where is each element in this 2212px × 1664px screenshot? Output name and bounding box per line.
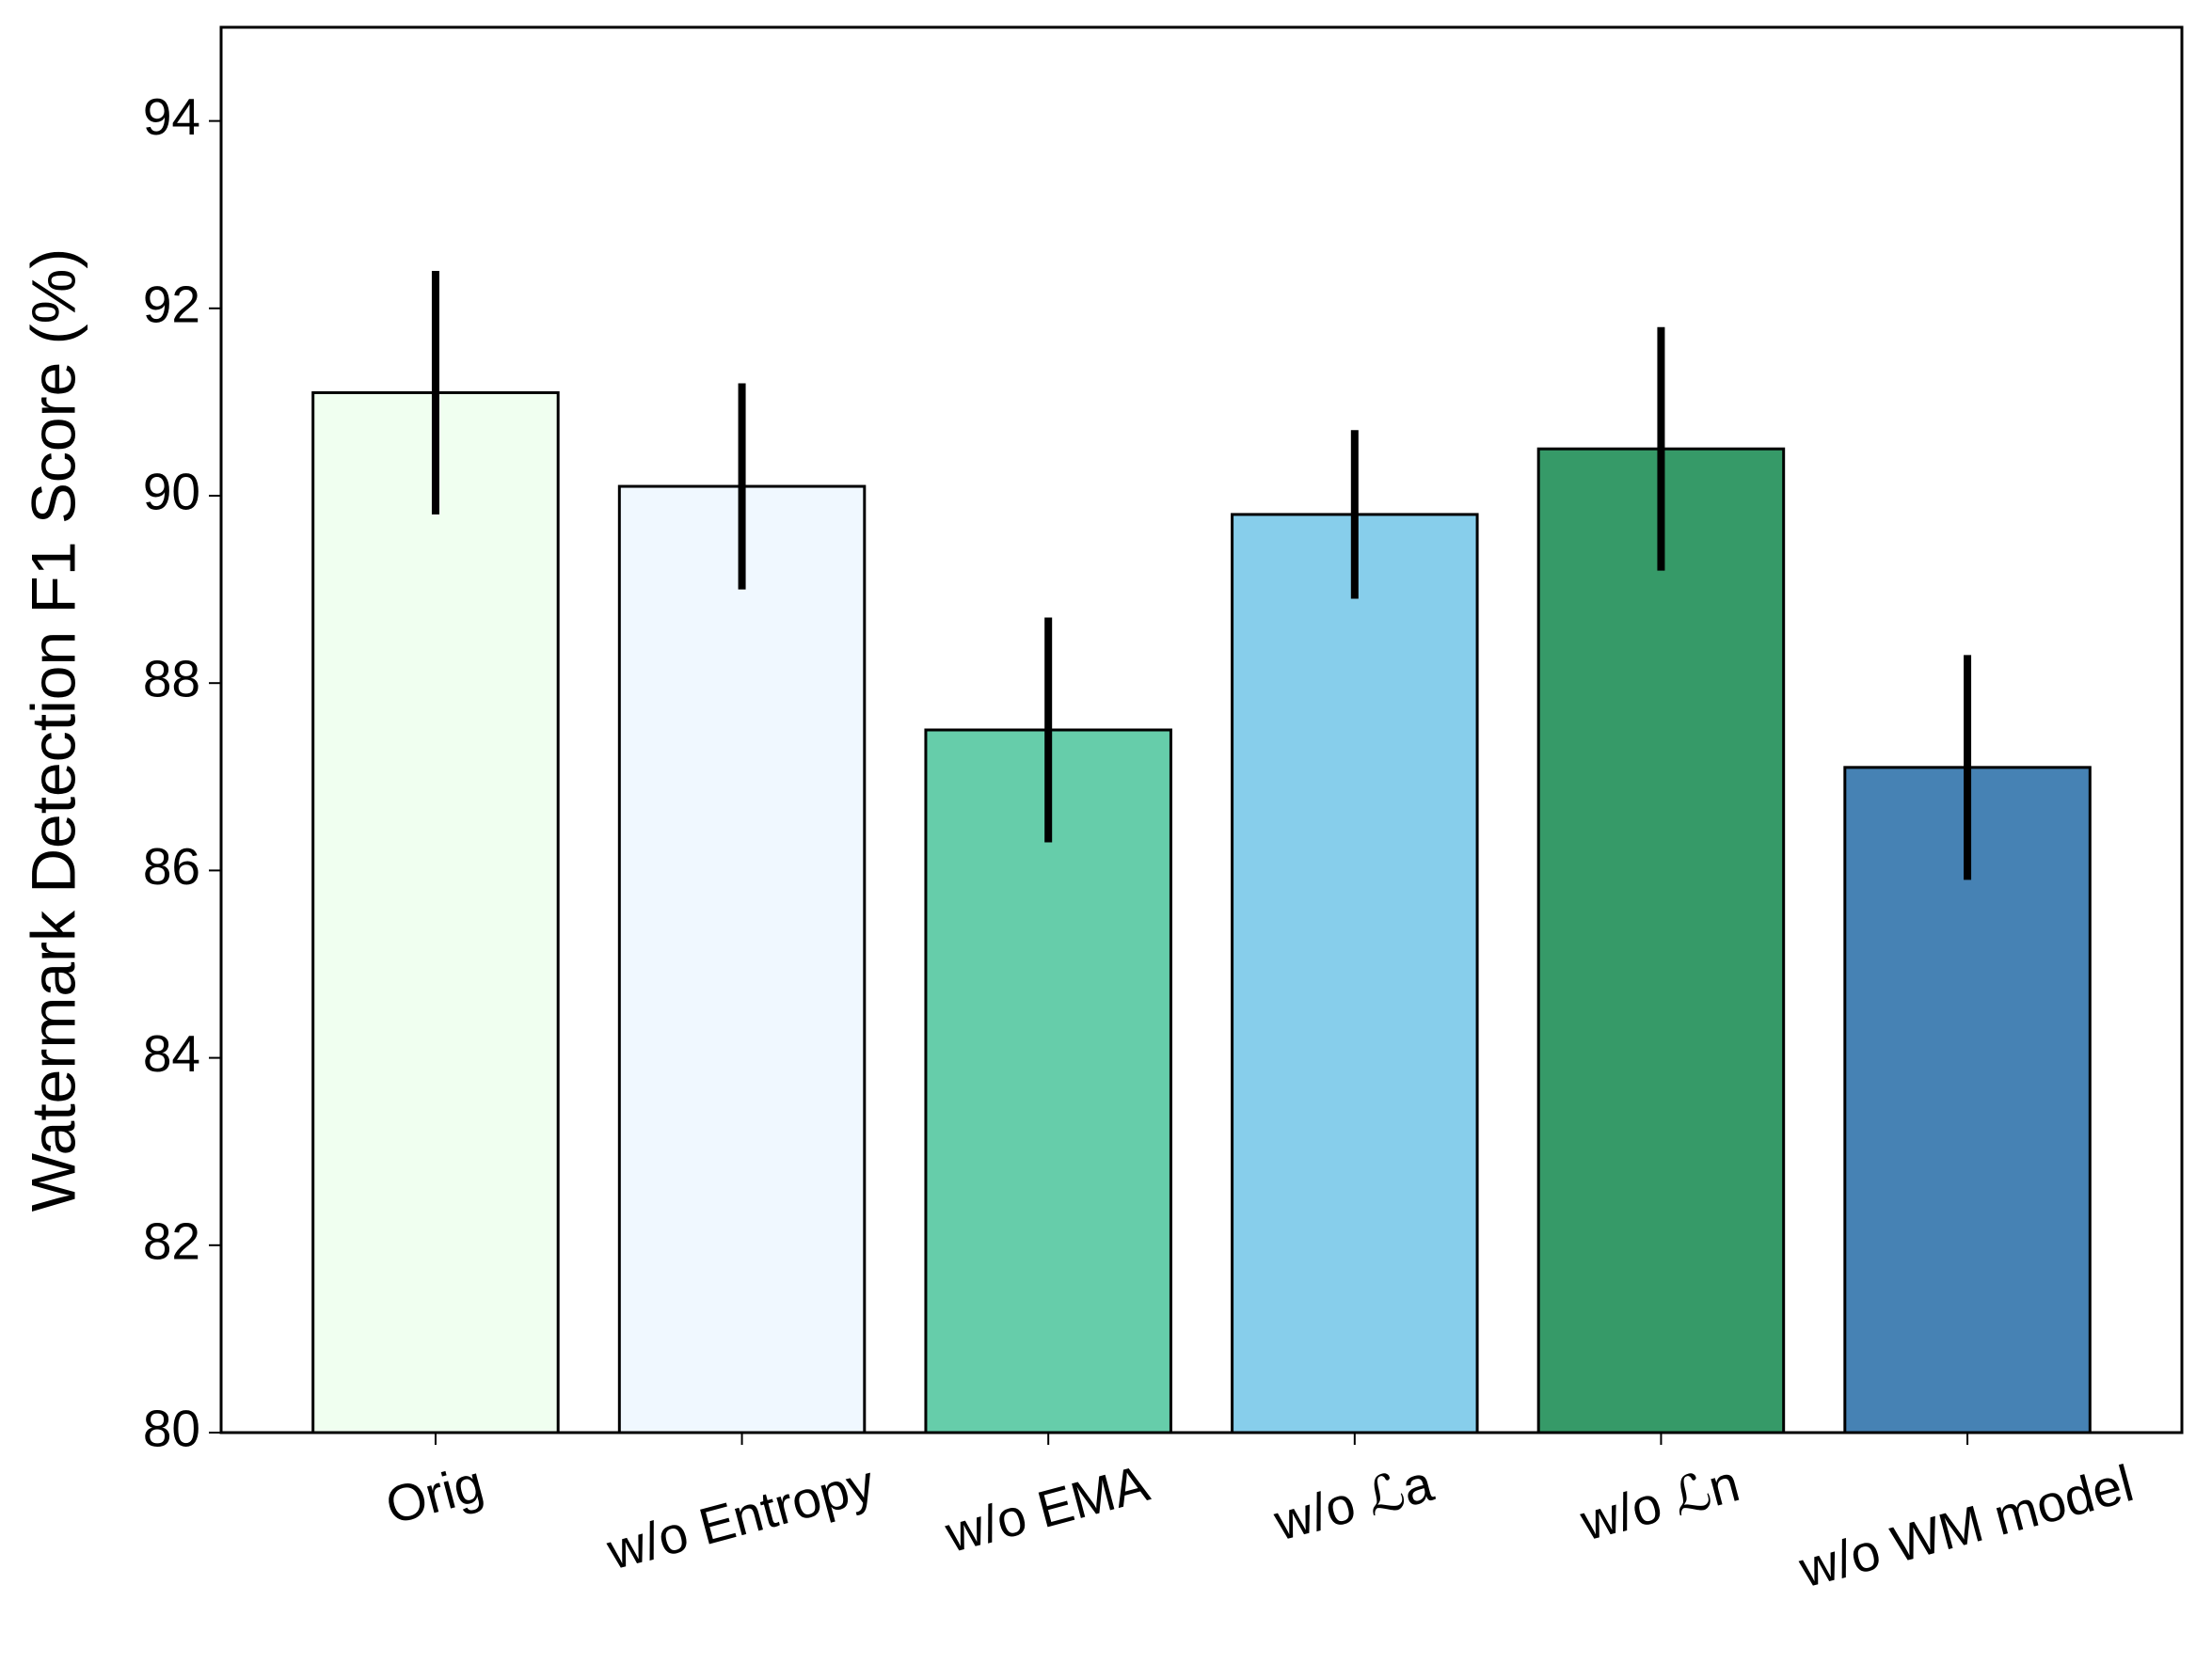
bar [1231, 513, 1479, 1434]
y-tick-label: 86 [143, 837, 200, 895]
x-tick-label: Orig [380, 1453, 489, 1535]
x-tick-label: w/o ℒn [1574, 1453, 1745, 1551]
y-tick-label: 94 [143, 87, 200, 146]
y-axis-label: Watermark Detection F1 Score (%) [18, 248, 88, 1212]
bar [924, 728, 1172, 1434]
plot-frame [219, 25, 2184, 1434]
x-tick-label: w/o WM model [1792, 1453, 2139, 1598]
y-tick-label: 88 [143, 650, 200, 708]
y-tick-label: 80 [143, 1400, 200, 1458]
y-tick-label: 90 [143, 463, 200, 521]
x-tick-label: w/o Entropy [600, 1453, 881, 1580]
x-tick-label: w/o EMA [939, 1453, 1155, 1563]
x-tick-label: w/o ℒa [1267, 1453, 1440, 1552]
bar [617, 484, 867, 1434]
y-tick-label: 82 [143, 1212, 200, 1270]
bar [1536, 447, 1786, 1434]
y-tick-label: 84 [143, 1024, 200, 1083]
y-tick-label: 92 [143, 275, 200, 333]
bar [311, 390, 560, 1434]
